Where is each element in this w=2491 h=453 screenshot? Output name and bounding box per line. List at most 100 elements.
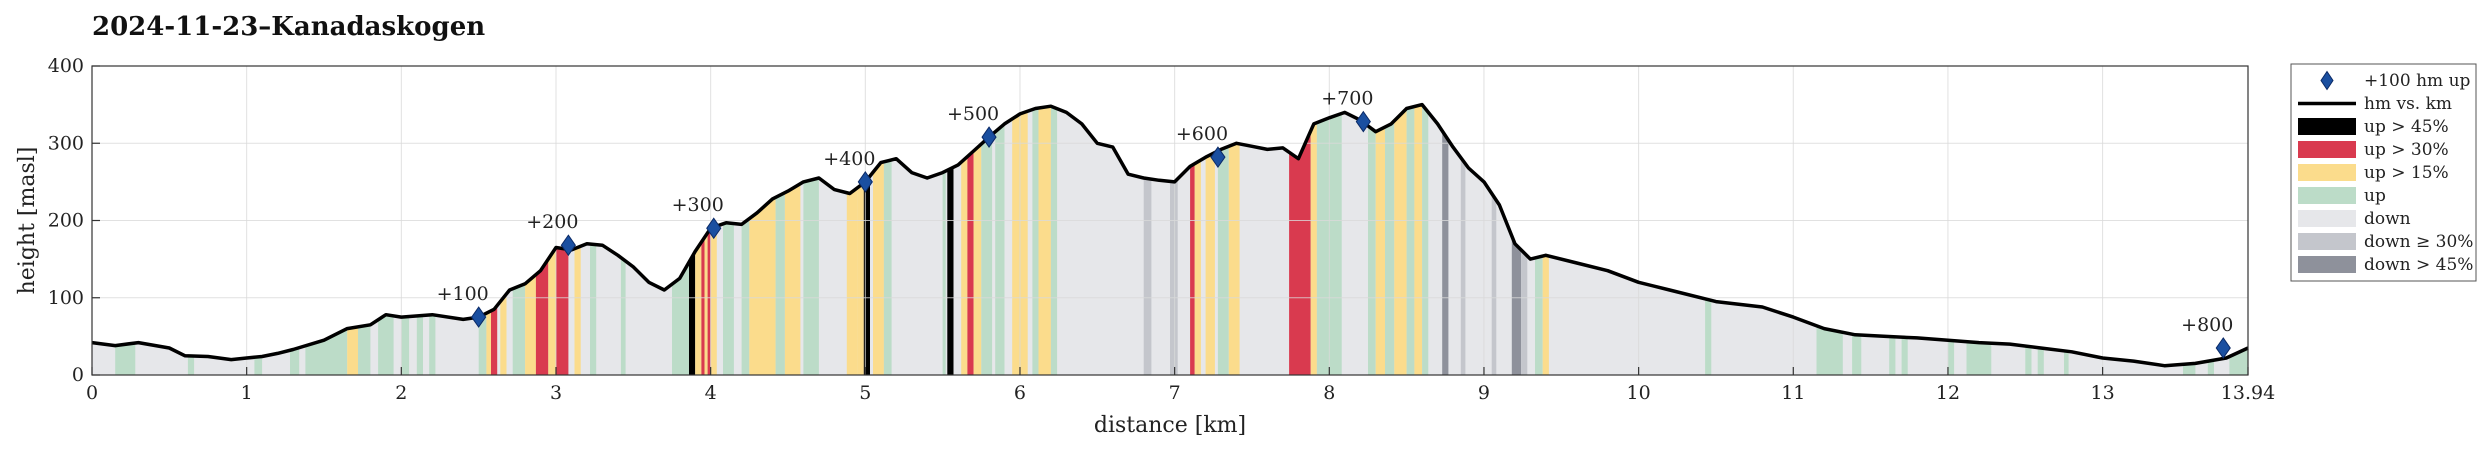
- band-up_gt30-59: [1289, 130, 1311, 375]
- x-tick-label-10: 10: [1627, 382, 1651, 404]
- milestone-marker-1: [560, 234, 576, 257]
- legend-label-0: +100 hm up: [2364, 71, 2471, 91]
- milestone-marker-6: [1355, 110, 1371, 133]
- band-up-76: [1705, 298, 1712, 375]
- band-up_gt15-36: [846, 187, 858, 375]
- band-up_gt15-45: [973, 144, 982, 375]
- band-up_gt15-14: [500, 293, 507, 375]
- band-up_gt30-19: [556, 247, 569, 375]
- x-tick-label-6: 6: [1014, 382, 1026, 404]
- band-down_gt30-71: [1491, 193, 1497, 375]
- x-tick-label-12: 12: [1936, 382, 1960, 404]
- band-up_gt15-27: [704, 232, 708, 375]
- band-up_gt15-50: [1038, 106, 1051, 375]
- legend-swatch-7: [2298, 233, 2356, 250]
- milestone-marker-7: [2215, 337, 2231, 359]
- legend-label-7: down ≥ 30%: [2364, 232, 2473, 252]
- band-up_gt15-5: [347, 326, 358, 375]
- band-down_gt30-52: [1143, 178, 1152, 375]
- x-tick-label-9: 9: [1478, 382, 1490, 404]
- band-up-15: [512, 283, 526, 375]
- legend-swatch-3: [2298, 141, 2356, 158]
- band-up-31: [741, 218, 750, 375]
- band-up_gt30-28: [707, 228, 711, 375]
- band-up_gt15-63: [1375, 127, 1385, 375]
- y-axis-label: height [masl]: [15, 147, 40, 295]
- x-tick-label-3: 3: [550, 382, 562, 404]
- band-up_gt15-34: [784, 183, 801, 375]
- band-up-40: [883, 159, 892, 375]
- legend-label-2: up > 45%: [2364, 117, 2449, 137]
- x-tick-label-2: 2: [395, 382, 407, 404]
- band-up_gt15-25: [695, 242, 702, 375]
- milestone-label-1: +200: [526, 211, 578, 233]
- band-up-9: [416, 315, 423, 375]
- legend-label-5: up: [2364, 186, 2386, 206]
- milestone-marker-4: [981, 126, 997, 148]
- band-up_gt15-29: [710, 226, 717, 375]
- band-up_gt15-43: [961, 156, 968, 375]
- chart-title: 2024-11-23–Kanadaskogen: [92, 12, 486, 42]
- band-up-81: [1948, 340, 1955, 375]
- x-tick-label-1: 1: [241, 382, 253, 404]
- y-tick-label-1: 100: [48, 287, 84, 309]
- band-up_gt15-16: [525, 274, 536, 375]
- band-up_gt30-17: [535, 259, 549, 375]
- x-tick-label-5: 5: [859, 382, 871, 404]
- band-down_gt45-72: [1511, 236, 1522, 375]
- band-up_gt30-44: [967, 151, 974, 375]
- band-down_gt30-70: [1460, 157, 1466, 375]
- legend-swatch-8: [2298, 256, 2356, 273]
- band-up-21: [590, 244, 597, 375]
- band-up-6: [358, 324, 371, 375]
- band-up-85: [2064, 350, 2069, 375]
- band-up_gt15-56: [1205, 152, 1215, 375]
- band-up_gt15-37: [857, 183, 864, 375]
- band-up-80: [1901, 337, 1908, 375]
- band-up_gt15-12: [486, 310, 491, 375]
- band-up-22: [620, 257, 626, 375]
- legend-swatch-2: [2298, 118, 2356, 135]
- milestone-label-2: +300: [672, 194, 724, 216]
- band-up-0: [115, 343, 136, 375]
- band-up-3: [290, 347, 300, 375]
- x-tick-label-8: 8: [1323, 382, 1335, 404]
- band-up-78: [1852, 334, 1862, 375]
- milestone-label-0: +100: [437, 283, 489, 305]
- band-up-23: [672, 262, 689, 375]
- band-up-49: [1032, 108, 1039, 375]
- band-up-82: [1966, 341, 1992, 375]
- band-up_gt15-75: [1542, 255, 1549, 375]
- y-tick-label-0: 0: [72, 364, 84, 386]
- band-up-83: [2025, 346, 2032, 375]
- legend-label-1: hm vs. km: [2364, 94, 2452, 114]
- legend-swatch-5: [2298, 187, 2356, 204]
- band-up-74: [1535, 256, 1543, 375]
- band-up-86: [2183, 363, 2196, 375]
- band-up-64: [1385, 120, 1395, 375]
- band-up_gt15-20: [574, 246, 581, 375]
- band-up-35: [803, 178, 819, 375]
- band-up_gt15-58: [1228, 143, 1240, 375]
- legend-label-6: down: [2364, 209, 2411, 229]
- legend-swatch-4: [2298, 164, 2356, 181]
- legend-label-4: up > 15%: [2364, 163, 2449, 183]
- band-up-66: [1406, 106, 1415, 375]
- milestone-marker-3: [857, 171, 873, 193]
- y-tick-label-3: 300: [48, 132, 84, 154]
- band-down_gt45-69: [1442, 130, 1449, 375]
- band-up_gt15-67: [1414, 104, 1423, 375]
- milestone-label-7: +800: [2181, 314, 2233, 336]
- band-up-68: [1422, 104, 1429, 375]
- band-up-51: [1050, 106, 1058, 375]
- band-up_gt45-38: [863, 176, 870, 375]
- band-up-4: [305, 328, 348, 375]
- milestone-marker-5: [1210, 146, 1226, 169]
- band-up-1: [187, 355, 195, 375]
- band-up-46: [981, 134, 993, 375]
- x-axis-label: distance [km]: [1094, 413, 1246, 438]
- milestone-label-3: +400: [823, 148, 875, 170]
- band-up_gt15-60: [1310, 122, 1317, 375]
- band-up-41: [942, 171, 946, 375]
- legend-label-8: down > 45%: [2364, 255, 2473, 275]
